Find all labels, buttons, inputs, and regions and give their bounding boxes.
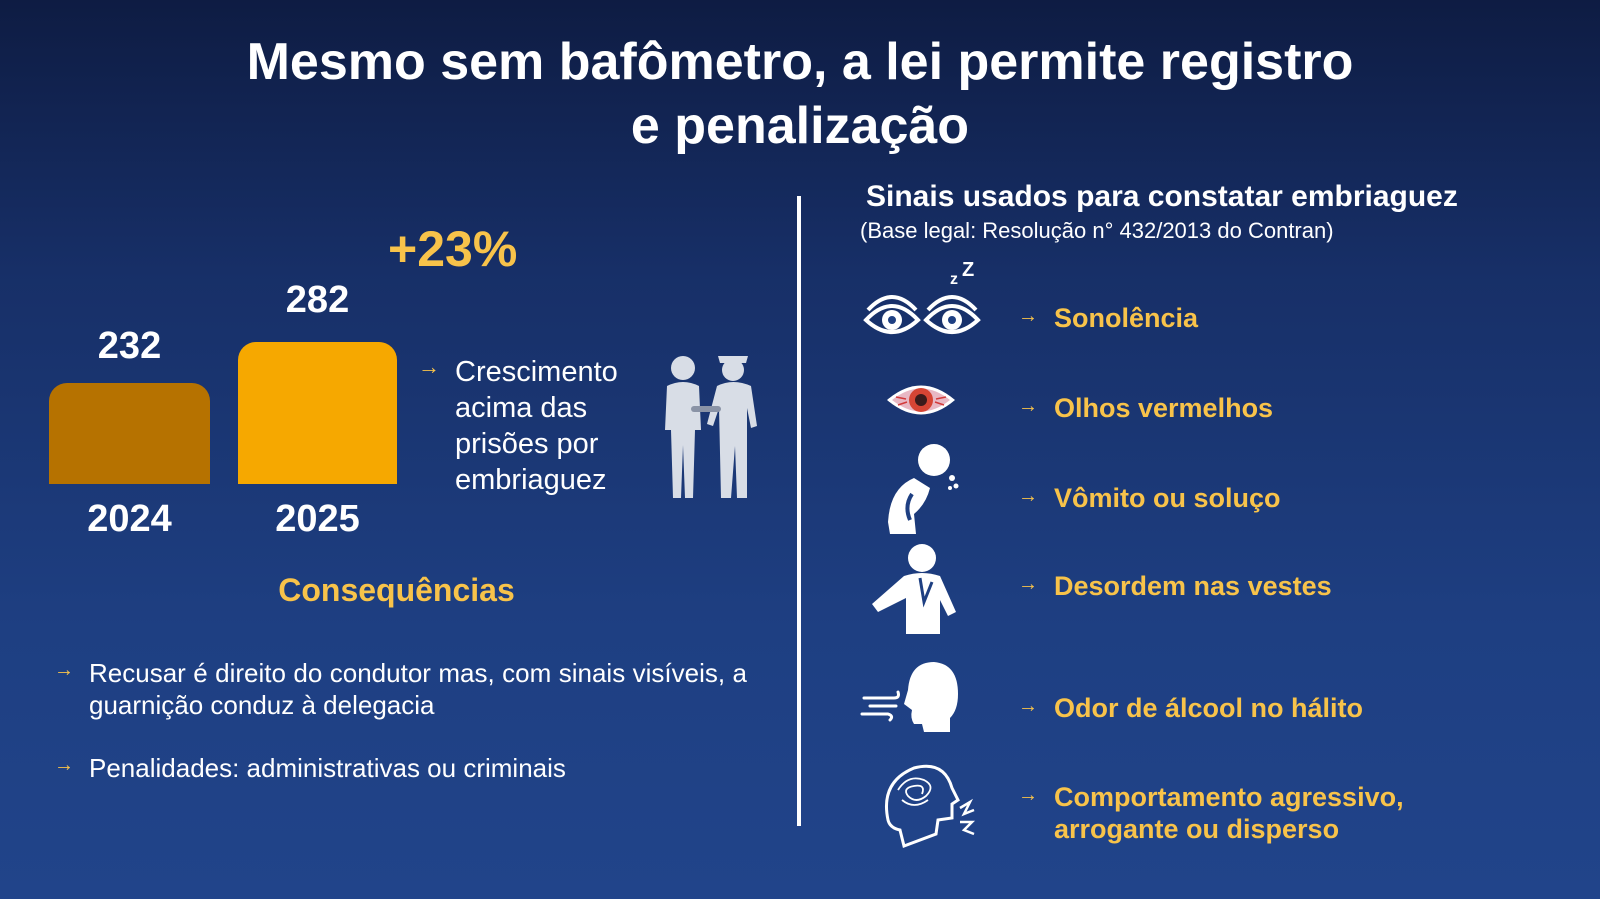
bar-2024: [49, 383, 210, 484]
growth-arrow-icon: →: [418, 354, 440, 379]
column-divider: [797, 196, 801, 826]
title-line-2: e penalização: [630, 97, 970, 155]
sign-label: Odor de álcool no hálito: [1054, 693, 1364, 723]
arrow-icon: →: [54, 659, 74, 681]
svg-text:Z: Z: [962, 262, 974, 281]
sign-item: → Comportamento agressivo, arrogante ou …: [1018, 781, 1404, 845]
confused-head-icon: [885, 764, 976, 848]
consequence-text: Penalidades: administrativas ou criminai…: [89, 753, 566, 783]
red-eye-icon: [887, 385, 955, 415]
arrow-icon: →: [1018, 305, 1038, 327]
sign-label: Sonolência: [1054, 303, 1199, 333]
sign-label: Olhos vermelhos: [1054, 393, 1274, 423]
sleepy-eyes-icon: z Z: [863, 262, 981, 334]
police-arrest-icon: [665, 356, 757, 498]
handcuffs-shape: [691, 406, 721, 412]
consequence-item: → Recusar é direito do condutor mas, com…: [54, 657, 747, 721]
svg-text:z: z: [950, 271, 958, 288]
page-title: Mesmo sem bafômetro, a lei permite regis…: [0, 30, 1600, 158]
sign-item: → Desordem nas vestes: [1018, 570, 1332, 602]
title-line-1: Mesmo sem bafômetro, a lei permite regis…: [246, 33, 1354, 91]
consequence-item: → Penalidades: administrativas ou crimin…: [54, 752, 747, 784]
sign-item: → Sonolência: [1018, 302, 1198, 334]
signs-subtitle: (Base legal: Resolução n° 432/2013 do Co…: [860, 218, 1334, 243]
sign-label: Desordem nas vestes: [1054, 571, 1332, 601]
bar-2025: [238, 342, 397, 484]
breath-odor-icon: [860, 662, 958, 732]
vomiting-person-icon: [888, 444, 959, 534]
arrow-icon: →: [1018, 784, 1038, 806]
bar-category-2024: 2024: [87, 498, 172, 540]
sign-label: Comportamento agressivo, arrogante ou di…: [1054, 782, 1404, 844]
arrow-icon: →: [1018, 573, 1038, 595]
bar-category-2025: 2025: [275, 498, 360, 540]
bar-value-2024: 232: [97, 325, 162, 367]
growth-note-text: Crescimento acima das prisões por embria…: [455, 356, 618, 496]
consequence-text: Recusar é direito do condutor mas, com s…: [89, 658, 747, 720]
arrow-icon: →: [1018, 695, 1038, 717]
sign-label: Vômito ou soluço: [1054, 483, 1281, 513]
disheveled-person-icon: [872, 544, 956, 634]
arrow-icon: →: [1018, 485, 1038, 507]
consequences-title: Consequências: [278, 572, 515, 608]
arrow-icon: →: [1018, 395, 1038, 417]
growth-percentage: +23%: [388, 221, 518, 277]
signs-title: Sinais usados para constatar embriaguez: [866, 180, 1458, 213]
sign-item: → Olhos vermelhos: [1018, 392, 1273, 424]
bar-value-2025: 282: [285, 279, 350, 321]
sign-item: → Odor de álcool no hálito: [1018, 692, 1363, 724]
arrow-icon: →: [54, 754, 74, 776]
sign-item: → Vômito ou soluço: [1018, 482, 1281, 514]
